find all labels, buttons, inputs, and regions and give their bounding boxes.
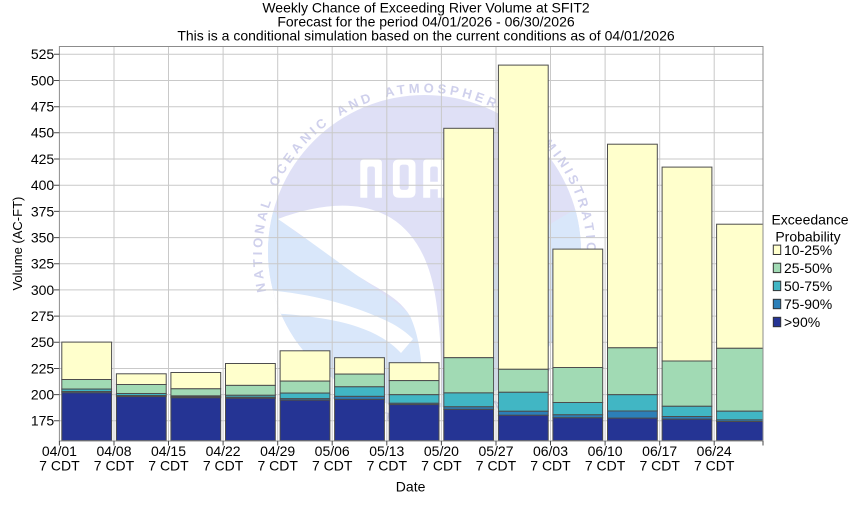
svg-text:7 CDT: 7 CDT [148,458,189,474]
svg-text:300: 300 [31,282,55,298]
svg-text:50-75%: 50-75% [784,278,832,294]
svg-text:06/03: 06/03 [533,443,568,459]
svg-text:05/06: 05/06 [315,443,350,459]
svg-text:>90%: >90% [784,314,820,330]
svg-text:05/27: 05/27 [478,443,513,459]
svg-text:175: 175 [31,413,55,429]
svg-text:7 CDT: 7 CDT [367,458,408,474]
svg-text:7 CDT: 7 CDT [476,458,517,474]
svg-text:7 CDT: 7 CDT [312,458,353,474]
svg-text:04/08: 04/08 [96,443,131,459]
svg-text:475: 475 [31,99,55,115]
svg-text:7 CDT: 7 CDT [585,458,626,474]
svg-text:Exceedance: Exceedance [771,212,848,228]
svg-text:450: 450 [31,125,55,141]
svg-text:200: 200 [31,387,55,403]
svg-text:7 CDT: 7 CDT [639,458,680,474]
svg-text:06/17: 06/17 [642,443,677,459]
svg-text:25-50%: 25-50% [784,260,832,276]
svg-text:7 CDT: 7 CDT [94,458,135,474]
svg-text:Date: Date [396,478,426,494]
svg-text:10-25%: 10-25% [784,242,832,258]
svg-text:04/29: 04/29 [260,443,295,459]
svg-text:75-90%: 75-90% [784,296,832,312]
svg-text:500: 500 [31,72,55,88]
svg-text:Probability: Probability [775,229,840,245]
svg-text:06/10: 06/10 [588,443,623,459]
svg-text:325: 325 [31,256,55,272]
svg-text:7 CDT: 7 CDT [257,458,298,474]
svg-text:7 CDT: 7 CDT [421,458,462,474]
svg-text:Volume (AC-FT): Volume (AC-FT) [10,197,25,291]
svg-text:7 CDT: 7 CDT [694,458,735,474]
svg-text:350: 350 [31,230,55,246]
svg-text:05/20: 05/20 [424,443,459,459]
svg-text:04/22: 04/22 [206,443,241,459]
svg-text:This is a conditional simulati: This is a conditional simulation based o… [177,27,675,43]
svg-text:04/01: 04/01 [42,443,77,459]
svg-text:400: 400 [31,177,55,193]
svg-text:425: 425 [31,151,55,167]
svg-text:7 CDT: 7 CDT [203,458,244,474]
svg-text:05/13: 05/13 [369,443,404,459]
svg-text:225: 225 [31,360,55,376]
svg-text:Weekly Chance of Exceeding Riv: Weekly Chance of Exceeding River Volume … [262,0,590,15]
svg-text:7 CDT: 7 CDT [530,458,571,474]
svg-text:06/24: 06/24 [697,443,732,459]
svg-text:525: 525 [31,46,55,62]
svg-text:7 CDT: 7 CDT [39,458,80,474]
svg-text:375: 375 [31,203,55,219]
svg-text:Forecast for the period 04/01/: Forecast for the period 04/01/2026 - 06/… [277,13,575,29]
svg-text:275: 275 [31,308,55,324]
svg-text:04/15: 04/15 [151,443,186,459]
svg-text:250: 250 [31,334,55,350]
